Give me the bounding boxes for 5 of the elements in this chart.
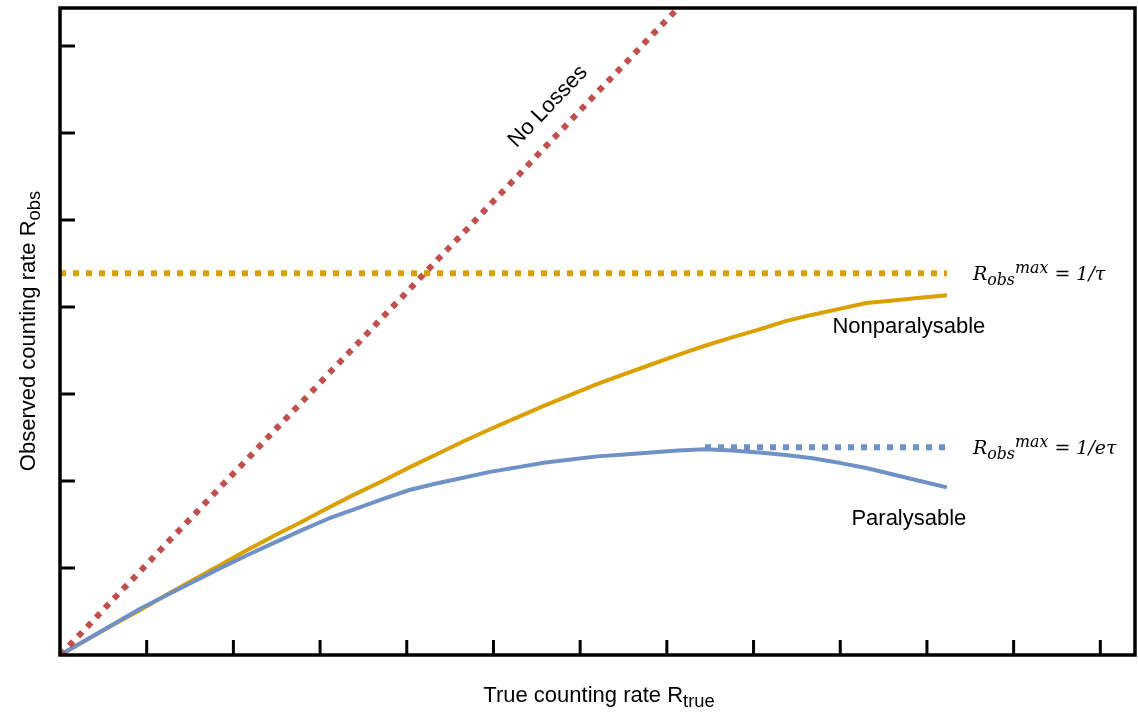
series-label: R$_{obs}$$^{max}$ = 1/eτ: [972, 431, 1117, 463]
series-label: R$_{obs}$$^{max}$ = 1/τ: [972, 257, 1106, 289]
x-axis-title: True counting rate R$_{true}$: [482, 682, 716, 713]
series-label: Nonparalysable: [832, 313, 986, 339]
series-label: Paralysable: [851, 505, 967, 531]
